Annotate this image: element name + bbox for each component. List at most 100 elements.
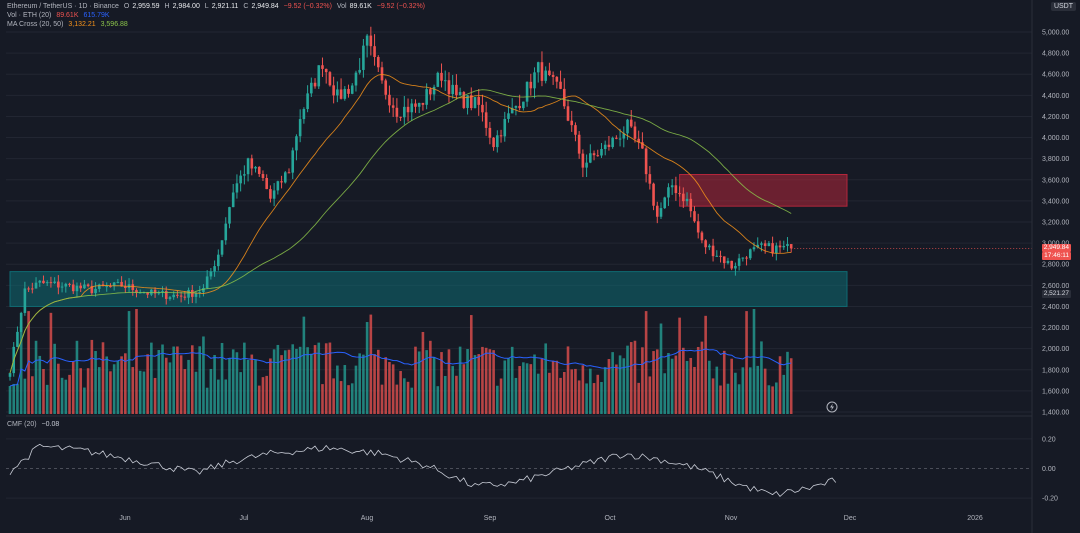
volume-bar [726, 383, 730, 414]
volume-bar [124, 353, 127, 414]
y-tick-label: 2,400.00 [1042, 304, 1069, 311]
volume-bar [708, 360, 711, 414]
lightning-icon[interactable] [826, 401, 838, 413]
candle [83, 284, 86, 289]
volume-bar [194, 371, 198, 414]
candle [202, 288, 205, 293]
candle [224, 223, 228, 241]
candle [466, 95, 469, 108]
volume-ma-line [9, 348, 792, 387]
candle [313, 82, 317, 87]
currency-button[interactable]: USDT [1050, 2, 1076, 11]
ma-legend[interactable]: MA Cross (20, 50) 3,132.21 3,596.88 [7, 20, 131, 29]
volume-bar [239, 372, 242, 414]
ma-slow-value: 3,596.88 [100, 21, 128, 28]
volume-bar [477, 354, 481, 414]
volume-bar [603, 367, 607, 414]
candle [94, 288, 97, 294]
cmf-indicator-name: CMF (20) [7, 421, 37, 428]
volume-bar [112, 364, 116, 414]
volume-bar [350, 383, 354, 414]
candle [131, 284, 135, 291]
y-tick-label: 4,600.00 [1042, 72, 1069, 79]
candle [112, 282, 116, 287]
volume-bar [220, 342, 224, 414]
candle [365, 35, 369, 46]
candle [414, 103, 417, 107]
candle [536, 62, 540, 73]
y-tick-label: 2,600.00 [1042, 283, 1069, 290]
candle [339, 89, 343, 99]
volume-bar [611, 352, 614, 414]
candle [622, 133, 626, 139]
cmf-line [9, 443, 837, 497]
volume-bar [592, 383, 596, 414]
y-tick-label: 3,800.00 [1042, 156, 1069, 163]
candle [711, 245, 715, 257]
volume-bar [670, 358, 674, 414]
candle [332, 85, 335, 96]
candle [384, 80, 388, 95]
candle [179, 295, 183, 297]
candle [116, 281, 120, 283]
volume-bar [373, 354, 376, 414]
candle [45, 282, 49, 284]
candle [473, 97, 477, 109]
volume-bar [462, 364, 466, 414]
volume-bar [287, 349, 291, 414]
countdown-badge: 17:46:11 [1042, 252, 1071, 260]
volume-bar [228, 358, 231, 414]
candle [611, 137, 614, 147]
candle [57, 281, 60, 288]
candle [291, 150, 295, 173]
volume-bar [514, 377, 518, 414]
volume-bar [421, 331, 425, 414]
open-label: O [123, 3, 130, 10]
candle [417, 102, 421, 107]
volume-bar [354, 365, 358, 414]
volume-bar [533, 354, 536, 414]
last-price-badge: 2,949.84 [1041, 244, 1071, 252]
volume-bar [142, 371, 146, 414]
open-value: 2,959.59 [132, 3, 160, 10]
candle [522, 101, 525, 109]
candle [786, 244, 789, 246]
candle [529, 81, 533, 89]
volume-bar [763, 368, 767, 414]
volume-bar [109, 371, 112, 414]
cmf-legend[interactable]: CMF (20) −0.08 [7, 420, 62, 429]
candle [380, 67, 384, 81]
candle [696, 221, 700, 233]
ma-fast-line [9, 73, 792, 374]
volume-bar [496, 385, 499, 414]
volume-bar [339, 381, 343, 414]
volume-bar [131, 367, 135, 414]
candle [23, 288, 27, 313]
volume-bar [518, 366, 521, 414]
candle [492, 137, 495, 148]
candle [775, 245, 778, 254]
candle [120, 281, 123, 287]
volume-bar [75, 340, 79, 414]
candle [347, 88, 350, 94]
volume-bar [678, 317, 681, 414]
volume-bar [715, 366, 719, 414]
volume-legend[interactable]: Vol · ETH (20) 89.61K 615.79K [7, 11, 113, 20]
candle [603, 144, 607, 150]
volume-bar [254, 359, 257, 414]
vol-change-value: −9.52 (−0.32%) [376, 3, 426, 10]
candle [574, 125, 577, 135]
candle [559, 81, 562, 89]
candle [283, 172, 287, 183]
volume-bar [164, 357, 168, 414]
candle [373, 46, 376, 57]
volume-bar [34, 340, 38, 414]
candle [97, 284, 101, 289]
candle [748, 249, 752, 259]
volume-bar [425, 350, 428, 414]
candle [652, 183, 655, 206]
candle [317, 65, 321, 87]
candle [34, 282, 38, 289]
volume-bar [615, 364, 618, 414]
